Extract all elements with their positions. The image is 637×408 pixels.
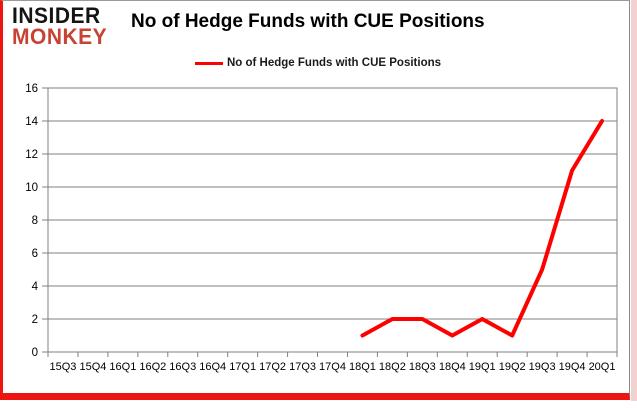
y-axis-label: 16 xyxy=(25,83,38,95)
legend: No of Hedge Funds with CUE Positions xyxy=(3,57,633,69)
x-axis-label-16Q4: 16Q4 xyxy=(199,361,226,373)
logo-text-insider: INSIDER xyxy=(12,3,101,29)
x-axis-label-17Q2: 17Q2 xyxy=(259,361,286,373)
data-line-cue xyxy=(360,119,605,338)
y-axis-label: 0 xyxy=(32,347,38,359)
x-axis-label-16Q1: 16Q1 xyxy=(109,361,136,373)
logo-text-monkey: MONKEY xyxy=(12,24,108,49)
legend-line-swatch xyxy=(194,61,223,65)
y-axis-label: 2 xyxy=(32,314,38,326)
x-axis-label-17Q3: 17Q3 xyxy=(289,361,316,373)
y-axis-label: 12 xyxy=(25,149,38,161)
right-edge-band xyxy=(631,0,637,401)
chart-title: No of Hedge Funds with CUE Positions xyxy=(131,11,485,32)
x-axis-label-19Q1: 19Q1 xyxy=(469,361,496,373)
x-axis-label-15Q4: 15Q4 xyxy=(79,361,106,373)
x-axis-label-20Q1: 20Q1 xyxy=(589,361,616,373)
x-axis-label-16Q2: 16Q2 xyxy=(139,361,166,373)
x-axis-label-18Q1: 18Q1 xyxy=(349,361,376,373)
x-axis-label-19Q2: 19Q2 xyxy=(499,361,526,373)
y-axis-label: 6 xyxy=(32,248,38,260)
x-axis-label-17Q1: 17Q1 xyxy=(229,361,256,373)
x-axis-label-17Q4: 17Q4 xyxy=(319,361,346,373)
y-axis-label: 14 xyxy=(25,116,38,128)
insider-monkey-logo: INSIDER MONKEY xyxy=(12,3,108,49)
y-axis-label: 8 xyxy=(32,215,38,227)
x-axis-label-18Q4: 18Q4 xyxy=(439,361,466,373)
plot-border xyxy=(47,87,618,353)
y-axis-label: 4 xyxy=(32,281,39,293)
x-axis-label-18Q2: 18Q2 xyxy=(379,361,406,373)
x-axis-label-19Q3: 19Q3 xyxy=(529,361,556,373)
legend-label: No of Hedge Funds with CUE Positions xyxy=(226,57,442,69)
x-axis-label-16Q3: 16Q3 xyxy=(169,361,196,373)
x-axis-label-15Q3: 15Q3 xyxy=(50,361,77,373)
x-axis-label-19Q4: 19Q4 xyxy=(559,361,586,373)
y-axis-label: 10 xyxy=(25,182,38,194)
chart-container: INSIDER MONKEY No of Hedge Funds with CU… xyxy=(0,0,630,400)
x-axis-label-18Q3: 18Q3 xyxy=(409,361,436,373)
